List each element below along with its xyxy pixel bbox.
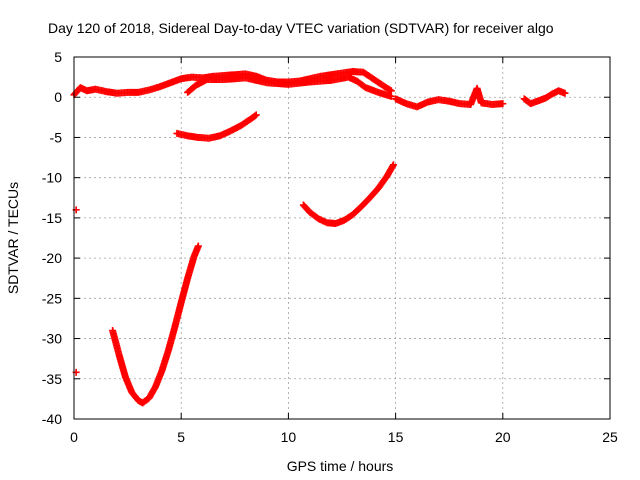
data-point-marker bbox=[252, 111, 260, 119]
data-point-marker bbox=[387, 92, 395, 100]
y-tick-label: -15 bbox=[42, 210, 62, 226]
y-tick-label: -30 bbox=[42, 331, 62, 347]
x-tick-label: 0 bbox=[70, 429, 78, 445]
y-tick-label: 0 bbox=[54, 89, 62, 105]
series-track-near-zero-b bbox=[184, 73, 395, 100]
y-tick-label: -5 bbox=[50, 129, 63, 145]
x-tick-label: 5 bbox=[177, 429, 185, 445]
y-tick-label: -40 bbox=[42, 411, 62, 427]
y-tick-label: -20 bbox=[42, 250, 62, 266]
y-tick-label: -10 bbox=[42, 170, 62, 186]
series-track-minus-15 bbox=[299, 161, 397, 228]
y-tick-label: -25 bbox=[42, 290, 62, 306]
y-tick-labels: 5 0 -5 -10 -15 -20 -25 -30 -35 -40 bbox=[42, 49, 62, 427]
x-tick-labels: 0 5 10 15 20 25 bbox=[70, 429, 618, 445]
plot-frame bbox=[73, 56, 611, 420]
x-tick-label: 10 bbox=[281, 429, 297, 445]
axis-ticks bbox=[73, 56, 611, 420]
x-axis-label: GPS time / hours bbox=[287, 458, 394, 474]
x-tick-label: 15 bbox=[388, 429, 404, 445]
data-point-marker bbox=[251, 112, 259, 120]
series-track-minus-5 bbox=[173, 111, 260, 142]
series-track-near-zero-a bbox=[70, 67, 395, 99]
data-point-marker bbox=[561, 89, 569, 97]
data-point-marker bbox=[194, 242, 202, 250]
y-tick-label: -35 bbox=[42, 371, 62, 387]
grid-lines bbox=[74, 57, 610, 419]
data-point-marker bbox=[499, 100, 507, 108]
series-track-deep-dip bbox=[109, 242, 202, 407]
data-points bbox=[70, 67, 569, 407]
y-tick-label: 5 bbox=[54, 49, 62, 65]
data-point-marker bbox=[389, 161, 397, 169]
series-track-near-zero-d bbox=[520, 87, 569, 108]
series-track-near-zero-c bbox=[392, 84, 507, 111]
data-point-marker bbox=[386, 86, 394, 94]
x-tick-label: 25 bbox=[602, 429, 618, 445]
chart-title: Day 120 of 2018, Sidereal Day-to-day VTE… bbox=[48, 20, 554, 36]
x-tick-label: 20 bbox=[495, 429, 511, 445]
y-axis-label: SDTVAR / TECUs bbox=[5, 182, 21, 294]
